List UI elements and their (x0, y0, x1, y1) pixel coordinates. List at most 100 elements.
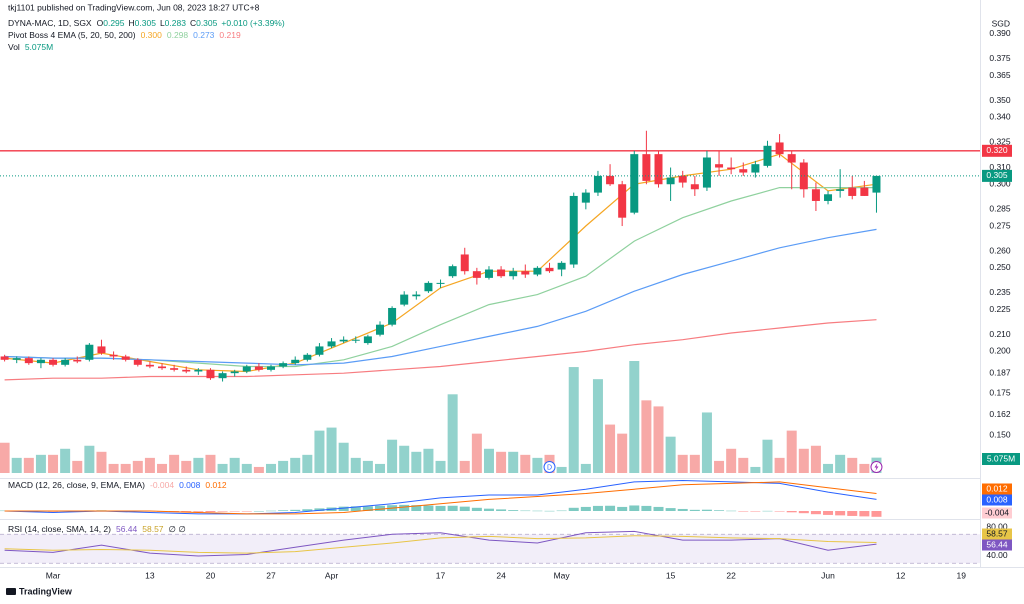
candle-body (0, 356, 9, 360)
macd-histogram-bar (374, 505, 385, 511)
volume-bar (169, 454, 180, 473)
time-tick-label: Apr (325, 570, 338, 580)
ema-line (4, 228, 877, 366)
macd-histogram-bar (411, 505, 422, 511)
volume-bar (181, 460, 192, 473)
legend-item: O (97, 18, 104, 28)
legend-item: DYNA-MAC, 1D, SGX (8, 18, 92, 28)
macd-histogram-bar (701, 509, 712, 511)
volume-bar (108, 463, 119, 473)
candle-body (739, 169, 748, 173)
candle-body (339, 339, 348, 342)
candle-body (61, 359, 70, 365)
volume-label: 5.075M (987, 453, 1015, 463)
macd-histogram-bar (580, 506, 591, 511)
candle-body (751, 164, 760, 173)
legend-item: L (160, 18, 165, 28)
legend-item: C (190, 18, 196, 28)
legend: Pivot Boss 4 EMA (5, 20, 50, 200) 0.300 0.… (8, 30, 241, 40)
rsi-value-box (982, 528, 1012, 540)
volume-bar (72, 460, 83, 473)
volume-bar (471, 433, 482, 473)
volume-bar (362, 460, 373, 473)
candle-body (194, 369, 203, 372)
candle-body (533, 267, 542, 275)
candle-body (363, 336, 372, 344)
candle-body (581, 192, 590, 203)
candle-body (727, 167, 736, 170)
candle-body (436, 282, 445, 284)
macd-histogram-bar (471, 507, 482, 511)
macd-line (4, 479, 877, 515)
volume-bar (350, 457, 361, 473)
legend-item: 0.008 (179, 480, 201, 490)
legend-item: RSI (14, close, SMA, 14, 2) (8, 524, 111, 534)
legend-item: +0.010 (+3.39%) (221, 18, 284, 28)
volume-bar (689, 454, 700, 473)
volume-bar (387, 439, 398, 473)
volume-bar (774, 457, 785, 473)
legend-item: -0.004 (150, 480, 174, 490)
volume-bar (132, 460, 143, 473)
candle-body (424, 282, 433, 292)
macd-value-box (982, 507, 1012, 519)
macd-histogram-bar (314, 508, 325, 511)
candle-body (545, 267, 554, 272)
candle-body (85, 344, 94, 360)
currency: SGD (992, 18, 1010, 28)
candle-body (303, 354, 312, 360)
candle-body (678, 175, 687, 183)
macd-value-box (982, 483, 1012, 495)
volume-bar (568, 367, 579, 473)
volume-bar (48, 454, 59, 473)
legend: Vol 5.075M (8, 42, 53, 52)
rsi-tick-label: 80.00 (986, 521, 1008, 531)
volume-bar (847, 457, 858, 473)
candle-body (267, 366, 276, 370)
macd-histogram-bar (496, 509, 507, 511)
candle-body (860, 187, 869, 196)
volume-bar (726, 448, 737, 473)
candle-body (242, 366, 251, 372)
macd-histogram-bar (592, 505, 603, 511)
volume-bar (302, 454, 313, 473)
macd-histogram-bar (253, 511, 264, 512)
macd-histogram-bar (508, 510, 519, 511)
candle-body (279, 363, 288, 367)
legend-item: 56.44 (116, 524, 138, 534)
price-tick-label: 0.175 (989, 387, 1011, 397)
macd-histogram-bar (556, 510, 567, 512)
candle-body (811, 189, 820, 201)
rsi-band (0, 534, 980, 564)
time-tick-label: 12 (896, 570, 906, 580)
macd-histogram-bar (266, 510, 277, 512)
macd-histogram-bar (483, 508, 494, 511)
candle-body (182, 369, 191, 372)
macd-histogram-bar (726, 510, 737, 512)
rsi-value-box (982, 539, 1012, 551)
brand: TradingView (19, 586, 73, 596)
candle-body (73, 359, 82, 362)
candle-body (836, 189, 845, 191)
macd-histogram-bar (641, 505, 652, 511)
macd-histogram-bar (653, 506, 664, 511)
macd-histogram-bar (750, 511, 761, 512)
alert-bolt (874, 463, 879, 471)
volume-bar (701, 412, 712, 473)
macd-histogram-bar (629, 505, 640, 511)
event-label: D (547, 464, 552, 471)
volume-bar (592, 379, 603, 473)
time-tick-label: 20 (206, 570, 216, 580)
candle-body (24, 358, 33, 364)
macd-histogram-bar (568, 507, 579, 511)
volume-bar (762, 439, 773, 473)
volume-bar (629, 361, 640, 473)
candle-body (872, 175, 881, 193)
macd-histogram-bar (532, 510, 543, 512)
volume-bar (496, 451, 507, 473)
candle-body (218, 373, 227, 379)
volume-bar (447, 394, 458, 473)
volume-bar (84, 445, 95, 473)
macd-histogram-bar (520, 510, 531, 512)
macd-histogram-bar (810, 511, 821, 515)
